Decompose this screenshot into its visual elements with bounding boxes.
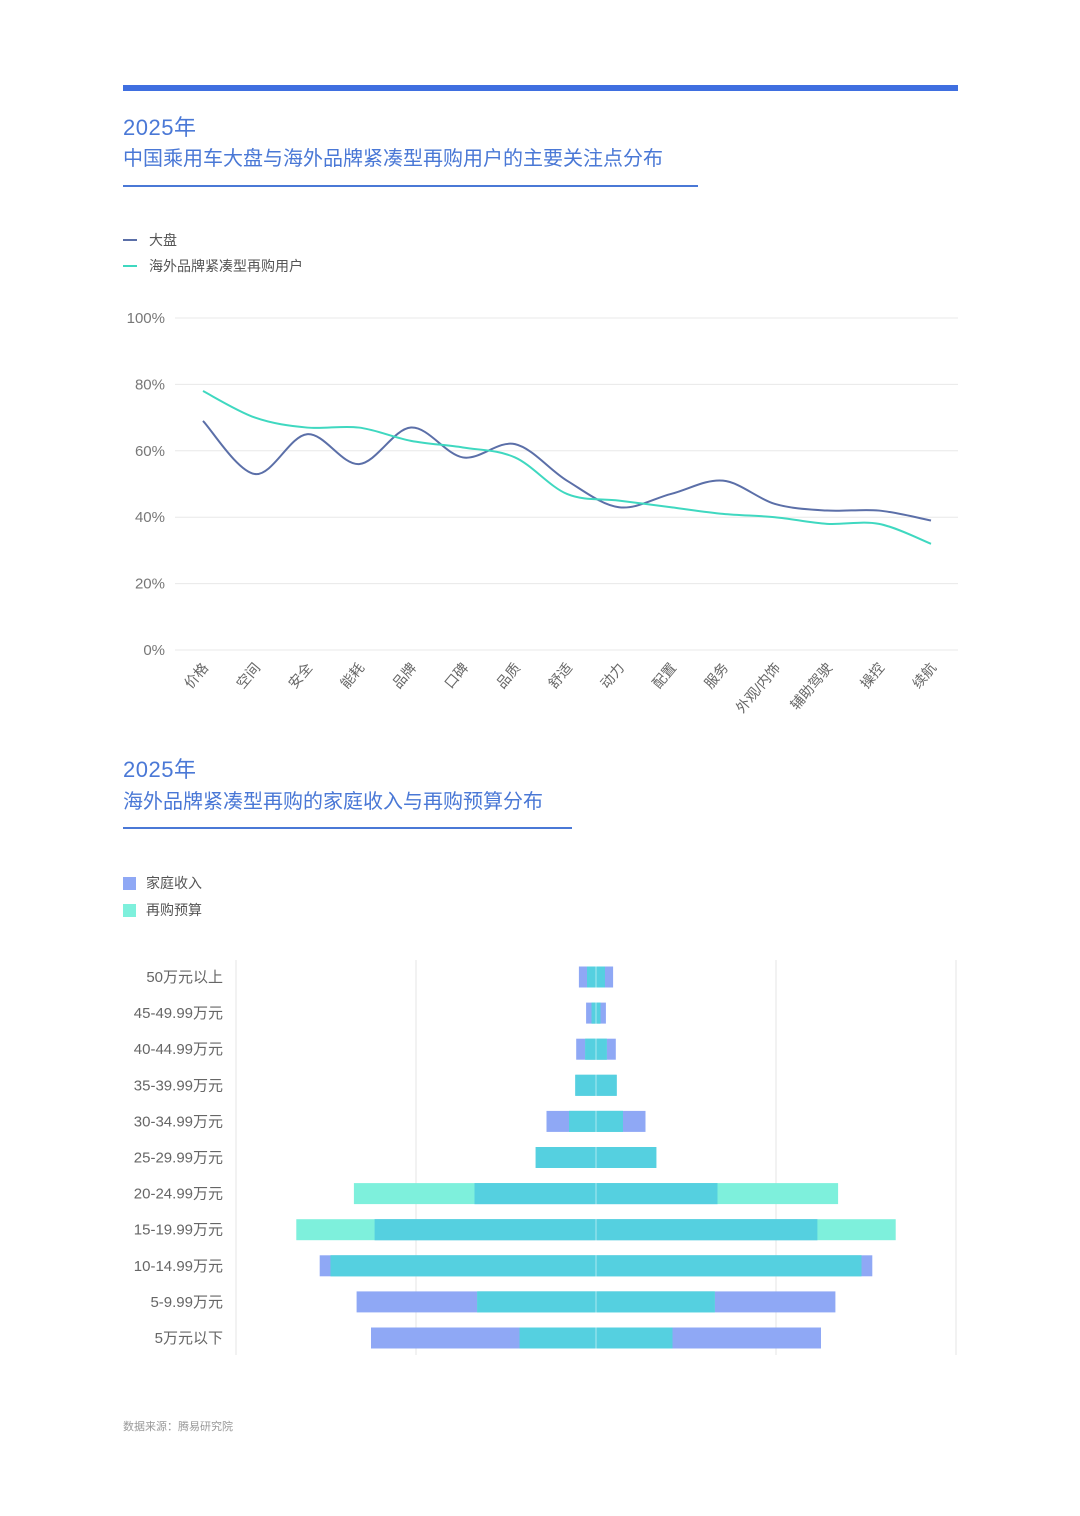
category-label: 35-39.99万元 xyxy=(134,1077,223,1094)
data-point xyxy=(722,479,724,481)
data-point xyxy=(774,503,776,505)
data-point xyxy=(306,426,308,428)
data-point xyxy=(826,509,828,511)
data-point xyxy=(254,473,256,475)
x-tick-label: 动力 xyxy=(597,660,627,692)
series-line-market xyxy=(202,420,932,522)
x-tick-label: 外观/内饰 xyxy=(733,660,784,716)
category-label: 10-14.99万元 xyxy=(134,1258,223,1275)
x-tick-label: 续航 xyxy=(909,660,939,692)
category-label: 30-34.99万元 xyxy=(134,1113,223,1130)
data-point xyxy=(514,456,516,458)
data-point xyxy=(930,543,932,545)
data-point xyxy=(462,456,464,458)
legend-label: 再购预算 xyxy=(146,902,202,918)
y-tick-label: 100% xyxy=(127,310,165,327)
legend-label: 家庭收入 xyxy=(146,875,202,891)
data-point xyxy=(670,506,672,508)
data-point xyxy=(878,509,880,511)
data-point xyxy=(462,446,464,448)
legend-swatch xyxy=(123,903,136,917)
x-tick-label: 舒适 xyxy=(545,660,575,692)
chart2-legend-item-budget: 再购预算 xyxy=(123,900,202,920)
y-tick-label: 0% xyxy=(143,642,165,659)
data-point xyxy=(202,390,204,392)
chart2-title: 海外品牌紧凑型再购的家庭收入与再购预算分布 xyxy=(123,791,543,813)
data-point xyxy=(670,493,672,495)
line-chart: 0% 20% 40% 60% 80% 100% 价格 空间 安全 能耗 品牌 口碑 品质 舒适 动力 配置 服务… xyxy=(127,310,958,716)
category-label: 40-44.99万元 xyxy=(134,1041,223,1058)
data-point xyxy=(306,433,308,435)
x-tick-label: 品质 xyxy=(493,660,523,692)
category-label: 5万元以下 xyxy=(155,1330,223,1347)
x-tick-label: 安全 xyxy=(285,660,315,692)
y-tick-label: 20% xyxy=(135,576,165,593)
chart1-title-rule xyxy=(123,185,698,187)
data-point xyxy=(774,516,776,518)
x-tick-label: 空间 xyxy=(233,660,263,692)
butterfly-bar-chart: 50万元以上 45-49.99万元 40-44.99万元 35-39.99万元 30-3… xyxy=(134,960,957,1355)
data-point xyxy=(878,523,880,525)
y-tick-label: 80% xyxy=(135,376,165,393)
data-point xyxy=(566,493,568,495)
y-tick-label: 40% xyxy=(135,509,165,526)
data-point xyxy=(618,506,620,508)
chart1-title: 中国乘用车大盘与海外品牌紧凑型再购用户的主要关注点分布 xyxy=(123,148,663,170)
legend-swatch xyxy=(123,876,136,890)
chart1-legend-item-overseas: 海外品牌紧凑型再购用户 xyxy=(123,256,303,276)
category-label: 15-19.99万元 xyxy=(134,1222,223,1239)
data-point xyxy=(410,440,412,442)
chart2-legend-item-income: 家庭收入 xyxy=(123,873,202,893)
x-tick-label: 辅助驾驶 xyxy=(787,660,835,713)
chart2-year: 2025年 xyxy=(123,757,197,782)
x-tick-label: 服务 xyxy=(701,660,731,692)
y-tick-label: 60% xyxy=(135,443,165,460)
chart1-legend-item-market: 大盘 xyxy=(123,230,177,250)
data-point xyxy=(410,426,412,428)
x-tick-label: 口碑 xyxy=(441,660,471,692)
legend-label: 海外品牌紧凑型再购用户 xyxy=(149,258,303,274)
legend-line-marker xyxy=(123,265,137,267)
data-point xyxy=(254,416,256,418)
x-tick-label: 价格 xyxy=(181,660,211,692)
category-label: 20-24.99万元 xyxy=(134,1186,223,1203)
category-label: 5-9.99万元 xyxy=(150,1294,223,1311)
category-label: 25-29.99万元 xyxy=(134,1150,223,1167)
category-label: 45-49.99万元 xyxy=(134,1005,223,1022)
data-point xyxy=(826,523,828,525)
chart1-year: 2025年 xyxy=(123,115,197,140)
data-point xyxy=(358,426,360,428)
data-point xyxy=(930,519,932,521)
source-note: 数据来源：腾易研究院 xyxy=(123,1421,233,1433)
chart2-title-rule xyxy=(123,827,572,829)
x-tick-label: 操控 xyxy=(857,660,887,692)
x-tick-label: 配置 xyxy=(649,660,679,692)
legend-line-marker xyxy=(123,239,137,241)
data-point xyxy=(358,463,360,465)
x-tick-label: 能耗 xyxy=(337,660,367,692)
category-label: 50万元以上 xyxy=(146,969,223,986)
x-tick-label: 品牌 xyxy=(389,660,419,692)
data-point xyxy=(566,479,568,481)
data-point xyxy=(202,420,204,422)
data-point xyxy=(722,513,724,515)
data-point xyxy=(514,443,516,445)
top-accent-bar xyxy=(123,85,958,91)
data-point xyxy=(618,499,620,501)
legend-label: 大盘 xyxy=(149,232,177,248)
series-line-overseas xyxy=(202,390,932,545)
